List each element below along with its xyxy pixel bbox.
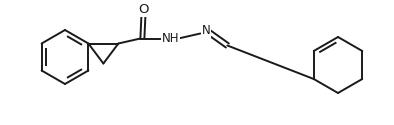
Text: NH: NH (162, 32, 179, 45)
Text: O: O (138, 3, 149, 16)
Text: N: N (202, 24, 211, 37)
